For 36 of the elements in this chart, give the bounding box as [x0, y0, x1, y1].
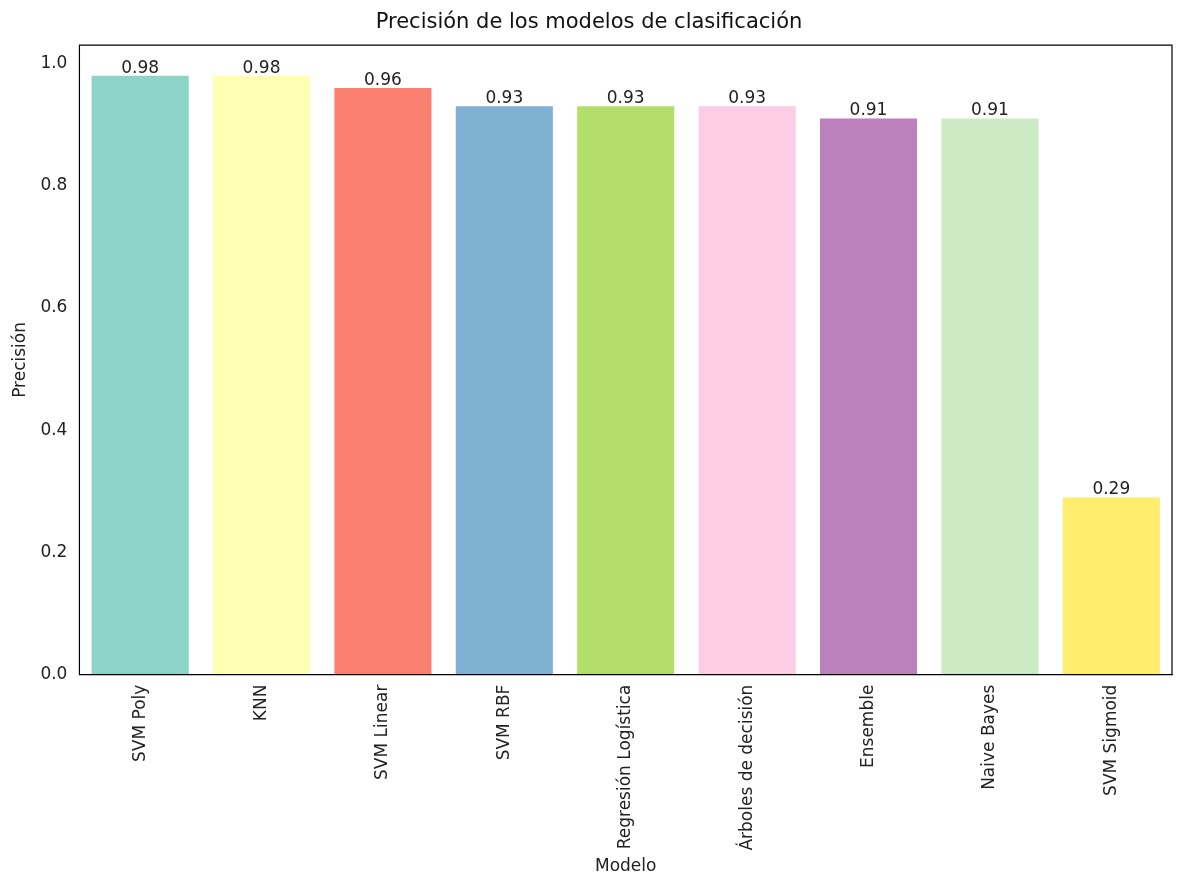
y-tick-label: 0.6 [40, 296, 68, 317]
y-axis-title: Precisión [8, 321, 29, 398]
data-label: 0.91 [970, 99, 1009, 120]
x-tick-label: SVM Linear [371, 684, 392, 780]
bar [212, 75, 311, 675]
bar [698, 106, 796, 675]
data-label: 0.29 [1092, 478, 1131, 499]
y-tick-label: 0.0 [40, 663, 68, 684]
data-label: 0.96 [364, 68, 402, 89]
data-label: 0.91 [849, 99, 888, 120]
bar [334, 87, 432, 675]
x-tick-label: Naive Bayes [978, 684, 999, 790]
chart-title: Precisión de los modelos de clasificación [375, 9, 803, 34]
x-tick-label: SVM RBF [492, 684, 513, 761]
y-tick-label: 0.2 [40, 540, 68, 561]
x-tick-label: SVM Sigmoid [1099, 684, 1120, 796]
y-tick-label: 0.4 [40, 418, 68, 439]
data-label: 0.93 [485, 87, 524, 108]
bar [1062, 497, 1160, 675]
data-label: 0.93 [606, 87, 645, 108]
bar [941, 118, 1039, 675]
x-tick-label: Regresión Logística [614, 684, 635, 850]
bar [819, 118, 918, 675]
data-label: 0.93 [728, 87, 767, 108]
x-tick-label: SVM Poly [128, 684, 149, 762]
y-tick-label: 1.0 [40, 51, 68, 72]
x-tick-label: Árboles de decisión [734, 684, 756, 851]
x-axis-title: Modelo [594, 855, 657, 876]
bar [455, 106, 553, 675]
bar [91, 75, 189, 675]
bar [577, 106, 675, 675]
y-tick-label: 0.8 [40, 174, 68, 195]
x-tick-label: Ensemble [856, 684, 877, 768]
data-label: 0.98 [121, 56, 160, 77]
data-label: 0.98 [242, 56, 281, 77]
x-tick-label: KNN [249, 684, 270, 722]
